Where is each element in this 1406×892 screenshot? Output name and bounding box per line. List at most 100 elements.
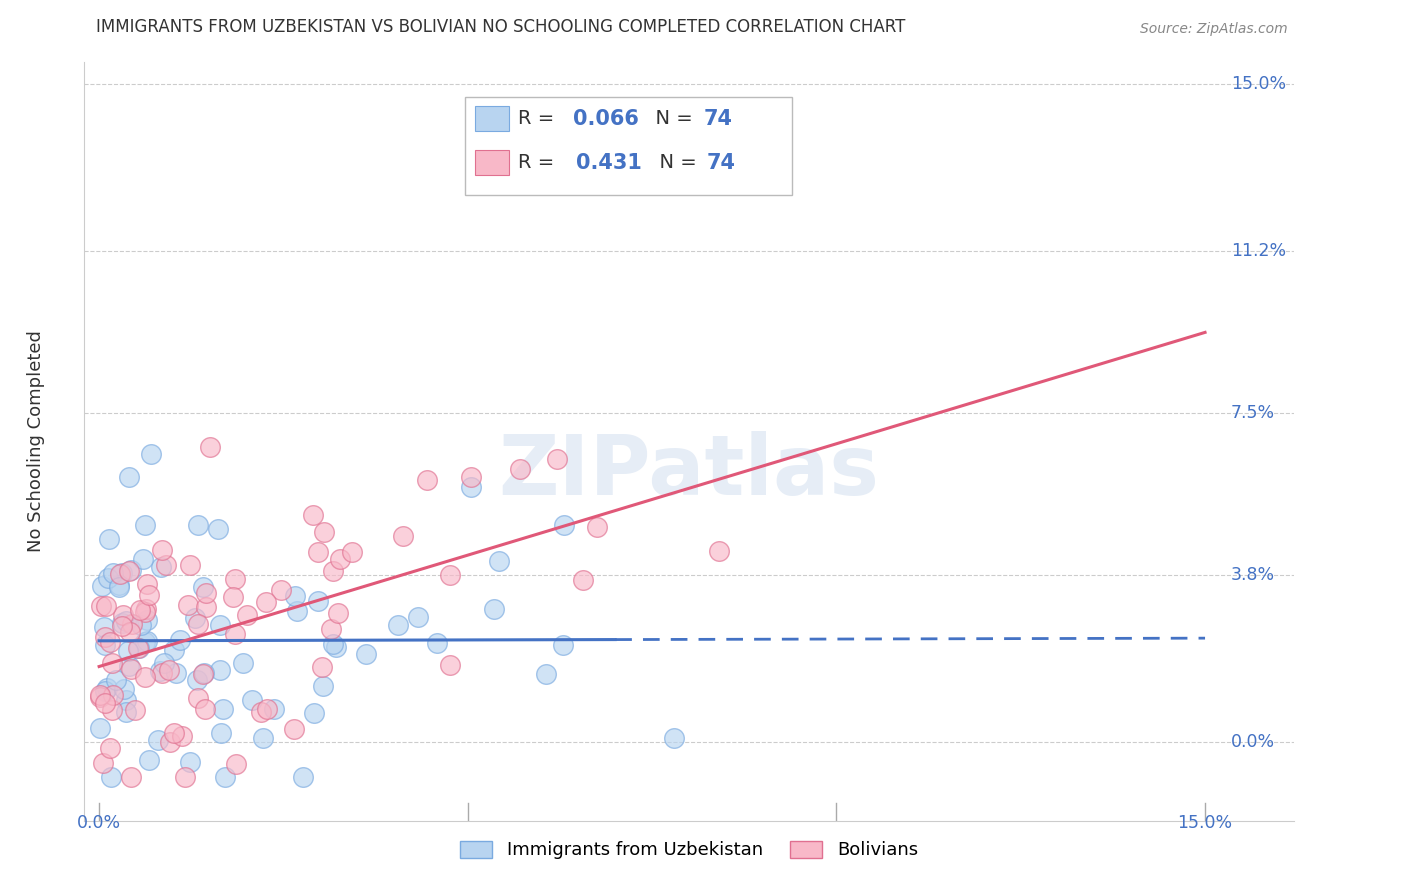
Point [124, 704, 146, 718]
Point [482, 602, 505, 616]
Text: 15.0%: 15.0% [1177, 814, 1233, 832]
Point [114, 614, 136, 628]
Point [128, 603, 150, 617]
Point [138, 753, 160, 767]
Point [120, 770, 142, 784]
Point [163, 643, 186, 657]
Point [159, 735, 181, 749]
Point [325, 640, 347, 654]
Point [94, 696, 117, 710]
Point [392, 529, 415, 543]
Point [186, 673, 208, 687]
Point [536, 667, 558, 681]
Point [179, 755, 201, 769]
Point [172, 729, 194, 743]
Point [165, 666, 187, 681]
Point [136, 613, 159, 627]
Point [93, 620, 115, 634]
Point [546, 452, 568, 467]
Point [193, 666, 215, 681]
Point [354, 648, 377, 662]
Point [195, 599, 218, 614]
Point [134, 606, 156, 620]
Point [153, 656, 176, 670]
Point [214, 770, 236, 784]
Point [209, 725, 232, 739]
Point [307, 545, 329, 559]
Point [426, 636, 449, 650]
Point [98, 740, 121, 755]
Point [551, 638, 574, 652]
Point [270, 582, 292, 597]
Point [101, 656, 124, 670]
Point [439, 658, 461, 673]
Point [120, 563, 142, 577]
Point [157, 663, 180, 677]
Point [222, 590, 245, 604]
Point [111, 618, 134, 632]
Point [135, 602, 157, 616]
Point [319, 622, 342, 636]
Point [89, 688, 111, 702]
Point [292, 770, 315, 784]
Point [387, 617, 409, 632]
Text: 0.431: 0.431 [576, 153, 643, 172]
Point [118, 565, 141, 579]
Point [707, 544, 730, 558]
Point [252, 731, 274, 745]
Point [132, 551, 155, 566]
Point [322, 637, 344, 651]
Point [89, 721, 111, 735]
Point [112, 608, 135, 623]
Point [90, 579, 112, 593]
Text: 3.8%: 3.8% [1230, 566, 1275, 584]
Point [146, 733, 169, 747]
Point [174, 770, 197, 784]
Point [134, 634, 156, 648]
Point [488, 554, 510, 568]
Text: Source: ZipAtlas.com: Source: ZipAtlas.com [1140, 22, 1288, 36]
Point [150, 559, 173, 574]
Point [96, 681, 118, 695]
Point [89, 690, 111, 704]
Point [94, 638, 117, 652]
Point [138, 588, 160, 602]
Point [93, 756, 115, 771]
Point [149, 665, 172, 679]
Point [117, 644, 139, 658]
Point [101, 689, 124, 703]
Point [110, 616, 132, 631]
Point [191, 667, 214, 681]
Point [250, 705, 273, 719]
Point [329, 552, 352, 566]
Point [97, 571, 120, 585]
Point [101, 566, 124, 581]
Point [439, 568, 461, 582]
Point [553, 518, 575, 533]
Point [134, 670, 156, 684]
Point [302, 508, 325, 522]
Point [194, 701, 217, 715]
Point [191, 580, 214, 594]
Point [94, 631, 117, 645]
Point [572, 574, 595, 588]
Point [108, 578, 131, 592]
Point [108, 567, 131, 582]
Point [141, 447, 163, 461]
Point [108, 580, 131, 594]
Legend: Immigrants from Uzbekistan, Bolivians: Immigrants from Uzbekistan, Bolivians [451, 831, 927, 869]
Point [128, 641, 150, 656]
Text: 0.0%: 0.0% [77, 814, 121, 832]
Point [163, 726, 186, 740]
Text: 0.0%: 0.0% [1230, 732, 1275, 751]
Point [209, 663, 232, 677]
Point [254, 595, 277, 609]
Point [115, 706, 138, 720]
Point [150, 665, 173, 680]
Point [212, 702, 235, 716]
Point [177, 598, 200, 612]
Point [105, 673, 128, 688]
Point [118, 659, 141, 673]
Text: 0.066: 0.066 [572, 109, 638, 128]
Point [416, 473, 439, 487]
